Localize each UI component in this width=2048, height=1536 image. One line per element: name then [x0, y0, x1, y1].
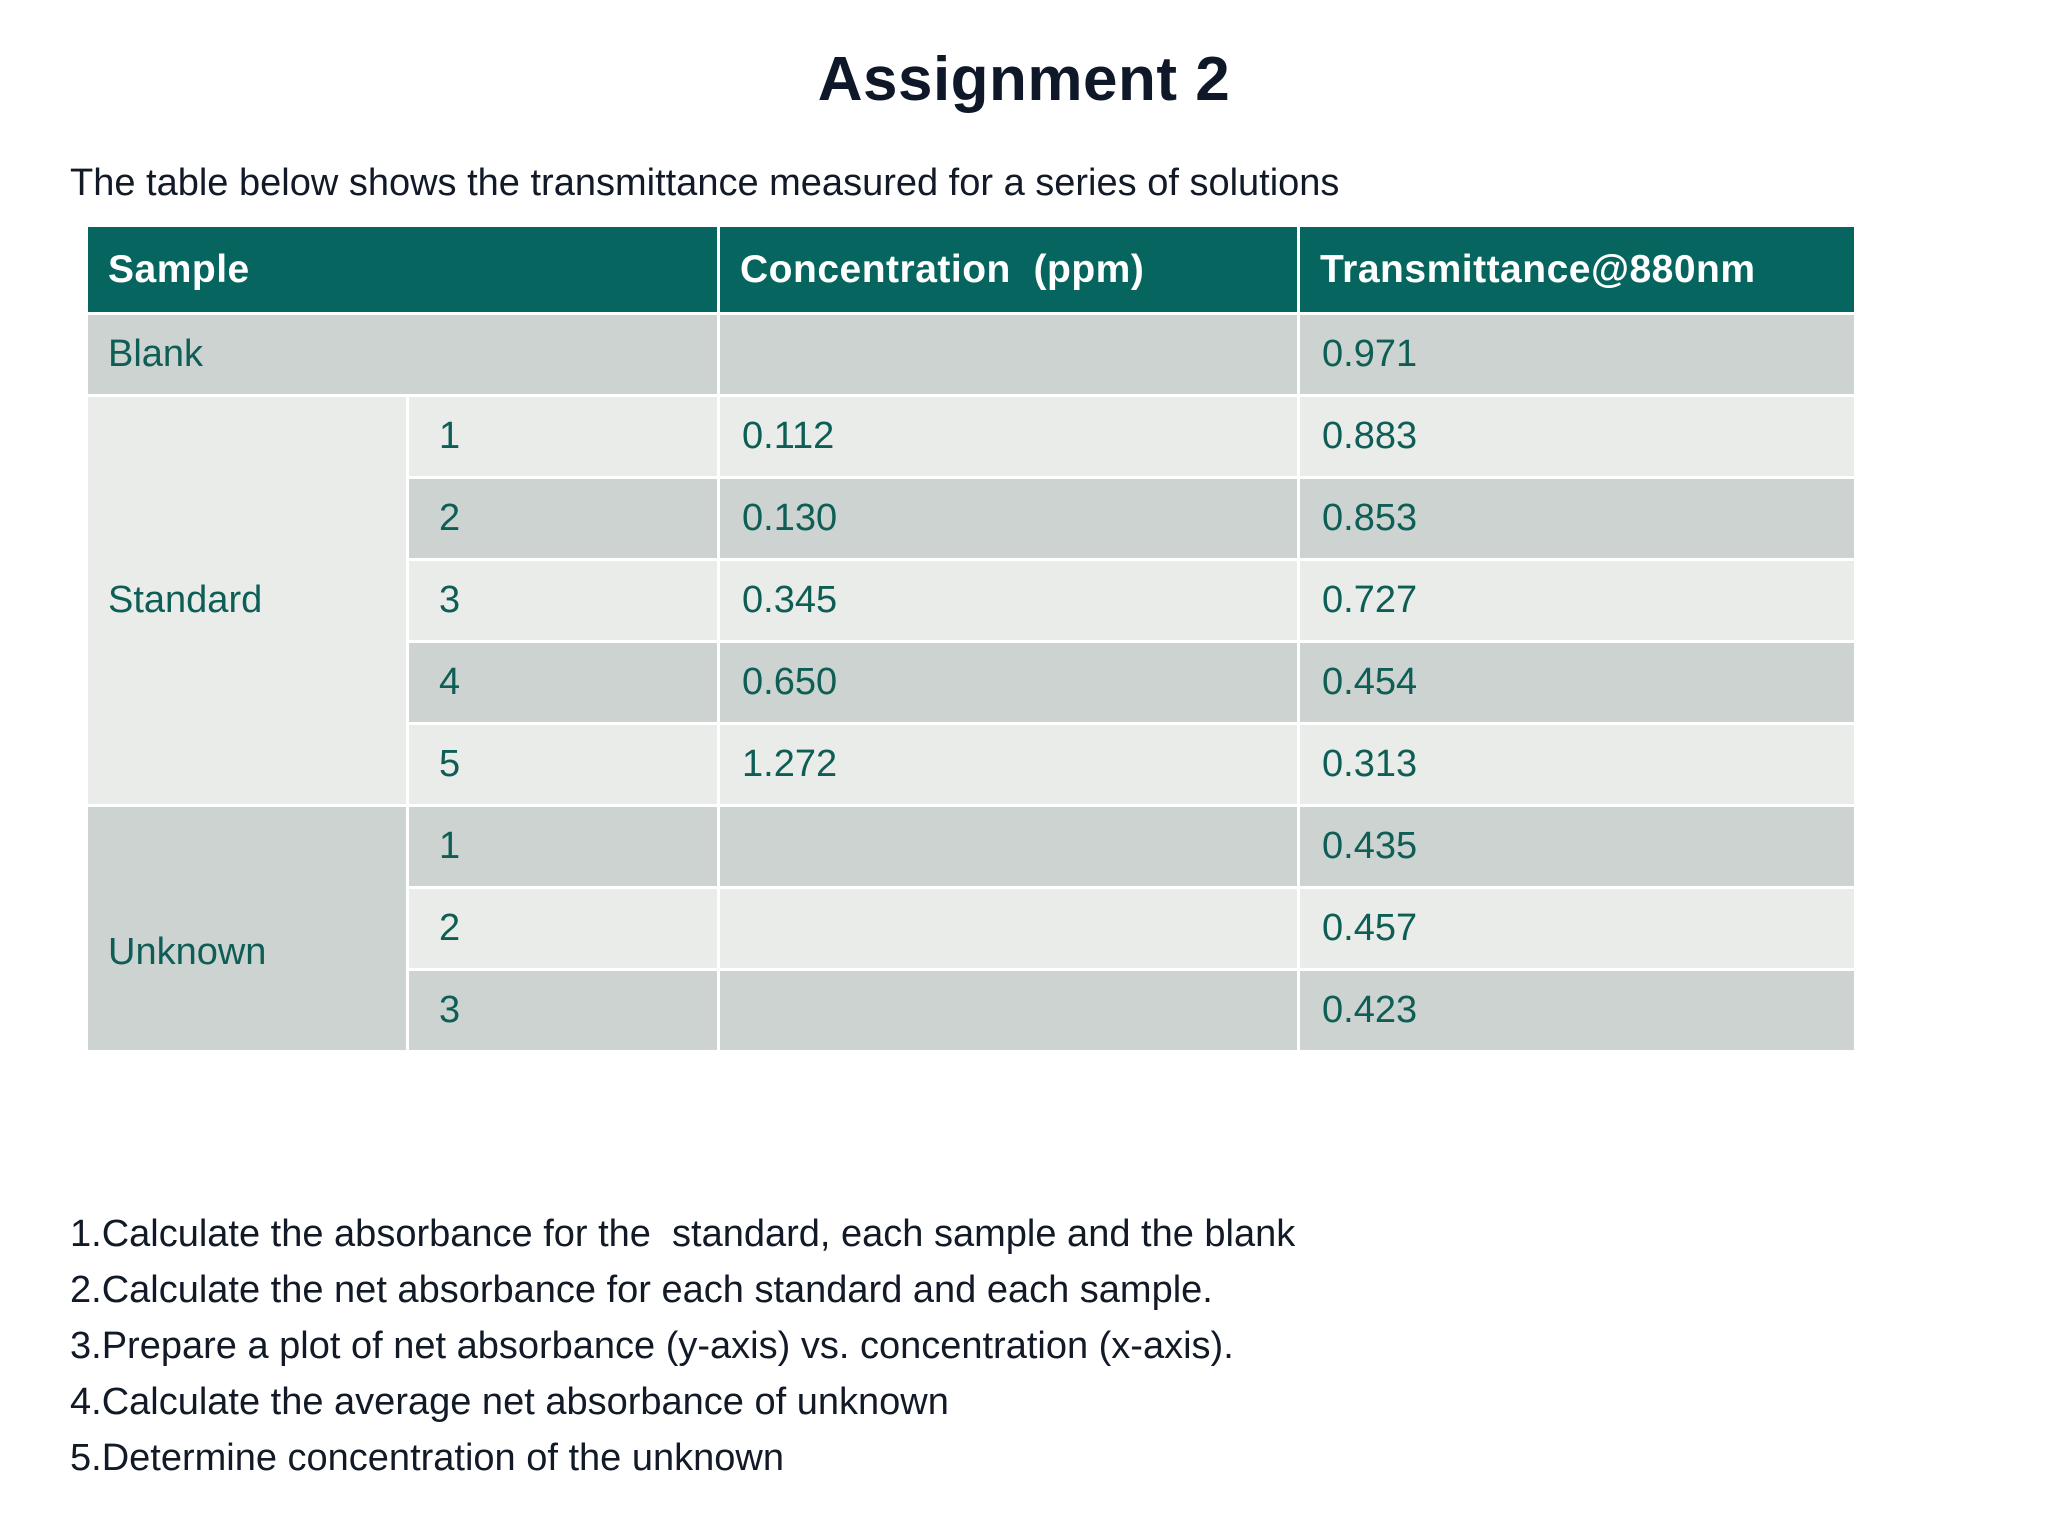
header-cell-concentration: Concentration (ppm) [717, 224, 1301, 315]
cell-standard-1-concentration: 0.112 [717, 394, 1301, 479]
subtitle: The table below shows the transmittance … [70, 162, 1340, 204]
table-row-standard-3: 3 0.345 0.727 [87, 558, 1858, 643]
table-header-row: Sample Concentration (ppm) Transmittance… [84, 224, 1858, 315]
cell-standard-2-concentration: 0.130 [717, 476, 1301, 561]
cell-unknown-label: Unknown [85, 804, 409, 1053]
cell-standard-4-concentration: 0.650 [717, 640, 1301, 725]
cell-standard-3-number: 3 [405, 558, 721, 643]
cell-blank-transmittance: 0.971 [1297, 312, 1858, 397]
task-item-1: 1.Calculate the absorbance for the stand… [70, 1213, 1296, 1255]
cell-standard-3-concentration: 0.345 [717, 558, 1301, 643]
table-row-standard-2: 2 0.130 0.853 [87, 476, 1858, 561]
cell-standard-5-transmittance: 0.313 [1297, 722, 1858, 807]
cell-unknown-2-transmittance: 0.457 [1297, 886, 1858, 971]
table-row-standard-5: 5 1.272 0.313 [87, 722, 1858, 807]
cell-unknown-3-number: 3 [405, 968, 721, 1053]
transmittance-table: Sample Concentration (ppm) Transmittance… [84, 224, 1858, 1053]
cell-unknown-1-transmittance: 0.435 [1297, 804, 1858, 889]
cell-unknown-2-number: 2 [405, 886, 721, 971]
header-cell-transmittance: Transmittance@880nm [1297, 224, 1858, 315]
table-row-unknown-3: 3 0.423 [87, 968, 1858, 1053]
page-title: Assignment 2 [817, 45, 1231, 114]
cell-blank-concentration [717, 312, 1301, 397]
table-row-blank: Blank 0.971 [84, 312, 1858, 397]
cell-unknown-1-concentration [717, 804, 1301, 889]
cell-unknown-3-concentration [717, 968, 1301, 1053]
cell-unknown-1-number: 1 [405, 804, 721, 889]
task-item-3: 3.Prepare a plot of net absorbance (y-ax… [70, 1325, 1234, 1367]
cell-standard-2-number: 2 [405, 476, 721, 561]
table-row-standard-1: Standard 1 0.112 0.883 [85, 394, 1858, 807]
table-row-unknown-2: 2 0.457 [87, 886, 1858, 971]
cell-standard-1-transmittance: 0.883 [1297, 394, 1858, 479]
cell-standard-4-transmittance: 0.454 [1297, 640, 1858, 725]
table-row-unknown-1: Unknown 1 0.435 [85, 804, 1858, 1053]
cell-standard-label: Standard [85, 394, 409, 807]
task-list: 1.Calculate the absorbance for the stand… [70, 1206, 1295, 1486]
cell-standard-5-number: 5 [405, 722, 721, 807]
cell-standard-1-number: 1 [405, 394, 721, 479]
cell-standard-2-transmittance: 0.853 [1297, 476, 1858, 561]
table-row-standard-4: 4 0.650 0.454 [87, 640, 1858, 725]
task-item-4: 4.Calculate the average net absorbance o… [70, 1381, 949, 1423]
cell-unknown-2-concentration [717, 886, 1301, 971]
task-item-5: 5.Determine concentration of the unknown [70, 1437, 784, 1479]
cell-blank-label: Blank [84, 312, 721, 397]
cell-unknown-3-transmittance: 0.423 [1297, 968, 1858, 1053]
cell-standard-3-transmittance: 0.727 [1297, 558, 1858, 643]
cell-standard-5-concentration: 1.272 [717, 722, 1301, 807]
task-item-2: 2.Calculate the net absorbance for each … [70, 1269, 1213, 1311]
cell-standard-4-number: 4 [405, 640, 721, 725]
header-cell-sample: Sample [84, 224, 721, 315]
